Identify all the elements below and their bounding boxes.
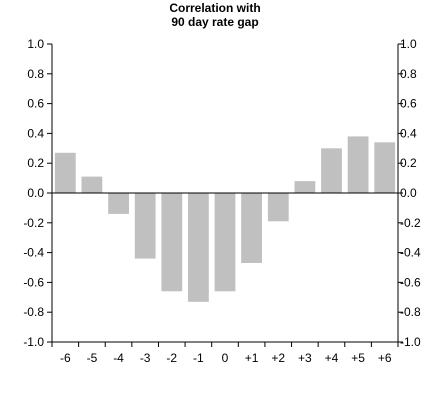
right-y-ticks: 1.0 0.8 0.6 0.4 0.2 0.0 -0.2 -0.4 -0.6 -0.8 -1.0 [398, 37, 421, 349]
bar--5 [81, 176, 103, 193]
bar-0 [214, 193, 236, 292]
left-tick-label: -0.6 [23, 275, 44, 289]
right-tick-label: 0.8 [400, 67, 417, 81]
bars-group [54, 136, 396, 302]
bar-+6 [374, 142, 396, 193]
x-tick-label: -6 [60, 351, 71, 365]
bar-+2 [267, 193, 289, 222]
left-tick-label: -1.0 [23, 335, 44, 349]
chart-title-line-2: 90 day rate gap [171, 15, 259, 29]
bar-+3 [294, 181, 316, 193]
right-tick-label: 1.0 [400, 37, 417, 51]
left-tick-label: 0.2 [27, 156, 44, 170]
chart-title-line-1: Correlation with [169, 1, 261, 15]
bar-+4 [321, 148, 342, 193]
right-tick-label: -1.0 [400, 335, 421, 349]
bar--4 [108, 193, 129, 214]
left-tick-label: 0.6 [27, 97, 44, 111]
x-tick-label: -4 [113, 351, 124, 365]
left-tick-label: 1.0 [27, 37, 44, 51]
x-tick-label: +2 [271, 351, 285, 365]
bar--3 [134, 193, 156, 259]
left-tick-label: -0.2 [23, 216, 44, 230]
bar--2 [161, 193, 183, 292]
left-tick-label: 0.8 [27, 67, 44, 81]
x-ticks: -6 -5 -4 -3 -2 -1 0 +1 +2 +3 +4 +5 +6 [51, 342, 399, 365]
bar--1 [188, 193, 209, 302]
right-tick-label: -0.4 [400, 246, 421, 260]
bar-+1 [241, 193, 262, 263]
right-tick-label: -0.8 [400, 305, 421, 319]
x-tick-label: +1 [245, 351, 259, 365]
x-tick-label: -1 [193, 351, 204, 365]
right-tick-label: 0.6 [400, 97, 417, 111]
right-tick-label: -0.2 [400, 216, 421, 230]
x-tick-label: -5 [87, 351, 98, 365]
bar--6 [54, 152, 76, 193]
left-tick-label: -0.4 [23, 246, 44, 260]
right-tick-label: 0.4 [400, 126, 417, 140]
x-tick-label: +6 [378, 351, 392, 365]
x-tick-label: +4 [325, 351, 339, 365]
x-tick-label: +3 [298, 351, 312, 365]
left-y-ticks: 1.0 0.8 0.6 0.4 0.2 0.0 -0.2 -0.4 -0.6 -0.8 -1.0 [23, 37, 52, 349]
left-tick-label: 0.4 [27, 126, 44, 140]
right-tick-label: 0.2 [400, 156, 417, 170]
left-tick-label: 0.0 [27, 186, 44, 200]
right-tick-label: -0.6 [400, 275, 421, 289]
right-tick-label: 0.0 [400, 186, 417, 200]
x-tick-label: -2 [166, 351, 177, 365]
x-tick-label: +5 [351, 351, 365, 365]
x-tick-label: 0 [222, 351, 229, 365]
x-tick-label: -3 [140, 351, 151, 365]
left-tick-label: -0.8 [23, 305, 44, 319]
bar-+5 [347, 136, 369, 193]
